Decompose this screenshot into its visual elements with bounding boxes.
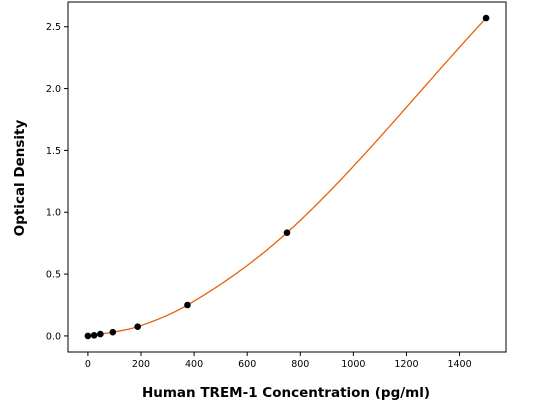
x-tick-label: 1400 — [447, 359, 471, 370]
x-tick-label: 400 — [185, 359, 203, 370]
data-point — [184, 301, 191, 309]
data-point — [482, 14, 490, 22]
data-point — [84, 332, 92, 340]
x-tick-label: 1200 — [394, 359, 418, 370]
y-axis-ticks: 0.0 0.5 1.0 1.5 2.0 2.5 — [46, 22, 68, 342]
x-tick-label: 0 — [85, 359, 91, 370]
y-tick-label: 0.0 — [46, 331, 61, 342]
data-point — [90, 332, 98, 339]
x-axis-ticks: 0 200 400 600 800 1000 1200 1400 — [85, 352, 472, 370]
data-point — [134, 323, 141, 330]
data-point — [97, 330, 104, 338]
y-tick-label: 2.0 — [46, 84, 61, 95]
data-point — [283, 229, 291, 236]
x-axis-label: Human TREM-1 Concentration (pg/ml) — [142, 385, 430, 400]
y-tick-label: 2.5 — [46, 22, 61, 33]
data-points-layer — [84, 14, 490, 340]
x-tick-label: 600 — [238, 359, 256, 370]
x-tick-label: 800 — [291, 359, 309, 370]
plot-border — [67, 1, 507, 353]
plot-frame — [67, 1, 507, 353]
x-tick-label: 200 — [132, 359, 150, 370]
y-tick-label: 0.5 — [46, 270, 61, 281]
y-tick-label: 1.0 — [46, 208, 61, 219]
x-tick-label: 1000 — [341, 359, 365, 370]
y-tick-label: 1.5 — [46, 146, 61, 157]
data-point — [109, 328, 117, 336]
y-axis-label: Optical Density — [12, 120, 28, 237]
